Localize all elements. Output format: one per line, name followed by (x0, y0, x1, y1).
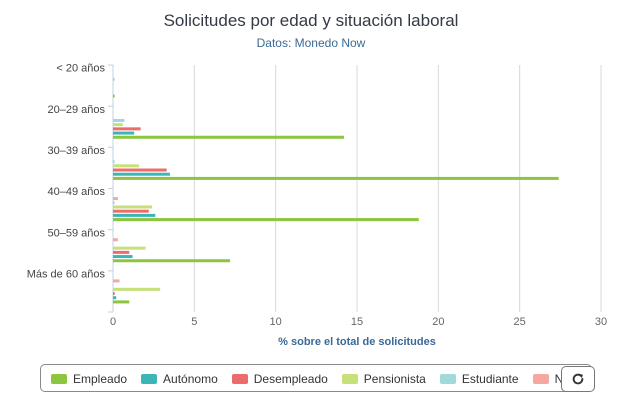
legend-label: Empleado (73, 372, 128, 386)
bar-estudiante-3[interactable] (113, 201, 115, 205)
bar-desempleado-3[interactable] (113, 209, 149, 213)
bar-estudiante-0[interactable] (113, 77, 115, 81)
grid (108, 64, 602, 313)
refresh-icon (572, 373, 584, 385)
x-tick-labels: 0 5 10 15 20 25 30 (110, 316, 607, 328)
legend-item[interactable]: Empleado (51, 372, 127, 386)
category-label: < 20 años (56, 63, 105, 75)
legend-label: Estudiante (461, 372, 519, 386)
x-tick-label: 0 (110, 316, 116, 328)
chart-title: Solicitudes por edad y situación laboral (164, 11, 459, 30)
bar-aut-nomo-3[interactable] (113, 213, 156, 217)
bar-pensionista-5[interactable] (113, 287, 161, 291)
legend-items: Empleado Autónomo Desempleado Pensionista Es… (51, 365, 589, 391)
legend-swatch (341, 374, 358, 384)
bar-desempleado-4[interactable] (113, 250, 130, 254)
legend: Empleado Autónomo Desempleado Pensionista Es… (40, 364, 592, 392)
x-tick-label: 15 (351, 316, 363, 328)
legend-label: Desempleado (253, 372, 328, 386)
bar-desempleado-5[interactable] (113, 292, 115, 296)
legend-swatch (439, 374, 456, 384)
bar-aut-nomo-2[interactable] (113, 172, 170, 176)
bar-aut-nomo-4[interactable] (113, 255, 133, 259)
bar-pensionista-4[interactable] (113, 246, 146, 250)
bar-empleado-5[interactable] (113, 300, 130, 304)
category-label: 30–39 años (48, 145, 106, 157)
legend-label: Autónomo (163, 372, 218, 386)
category-labels: < 20 años 20–29 años 30–39 años 40–49 años 5… (27, 63, 106, 281)
category-label: 40–49 años (48, 186, 106, 198)
bar-estudiante-2[interactable] (113, 160, 115, 164)
category-label: Más de 60 años (27, 268, 106, 280)
bar-aut-nomo-5[interactable] (113, 296, 117, 300)
legend-swatch (51, 374, 67, 384)
bar-pensionista-2[interactable] (113, 164, 140, 168)
bar-pensionista-3[interactable] (113, 205, 153, 209)
bar-empleado-4[interactable] (113, 259, 231, 263)
bar-pensionista-1[interactable] (113, 123, 123, 127)
x-axis-label: % sobre el total de solicitudes (278, 336, 436, 348)
chart-subtitle: Datos: Monedo Now (257, 36, 366, 50)
legend-swatch (231, 374, 248, 384)
legend-item[interactable]: Estudiante (439, 372, 519, 386)
bar-empleado-1[interactable] (113, 135, 344, 139)
category-label: 50–59 años (48, 227, 106, 239)
legend-item[interactable]: Autónomo (141, 372, 218, 386)
bars (113, 77, 559, 304)
bar-ns-nc-3[interactable] (113, 197, 118, 201)
x-tick-label: 25 (514, 316, 526, 328)
legend-item[interactable]: Pensionista (341, 372, 426, 386)
bar-desempleado-2[interactable] (113, 168, 167, 172)
bar-empleado-0[interactable] (113, 94, 115, 98)
bar-empleado-3[interactable] (113, 218, 419, 222)
x-tick-label: 10 (270, 316, 282, 328)
legend-label: Pensionista (363, 372, 426, 386)
bar-ns-nc-4[interactable] (113, 238, 118, 242)
x-tick-label: 20 (432, 316, 444, 328)
x-tick-label: 30 (595, 316, 607, 328)
bar-empleado-2[interactable] (113, 176, 559, 180)
category-label: 20–29 años (48, 104, 106, 116)
bar-ns-nc-5[interactable] (113, 279, 120, 283)
refresh-button[interactable] (561, 366, 595, 392)
x-tick-label: 5 (191, 316, 197, 328)
chart: Solicitudes por edad y situación laboral… (27, 11, 607, 348)
legend-swatch (532, 374, 549, 384)
legend-item[interactable]: Desempleado (231, 372, 328, 386)
bar-estudiante-1[interactable] (113, 118, 125, 122)
bar-aut-nomo-1[interactable] (113, 131, 135, 135)
legend-swatch (141, 374, 158, 384)
bar-desempleado-1[interactable] (113, 127, 141, 131)
